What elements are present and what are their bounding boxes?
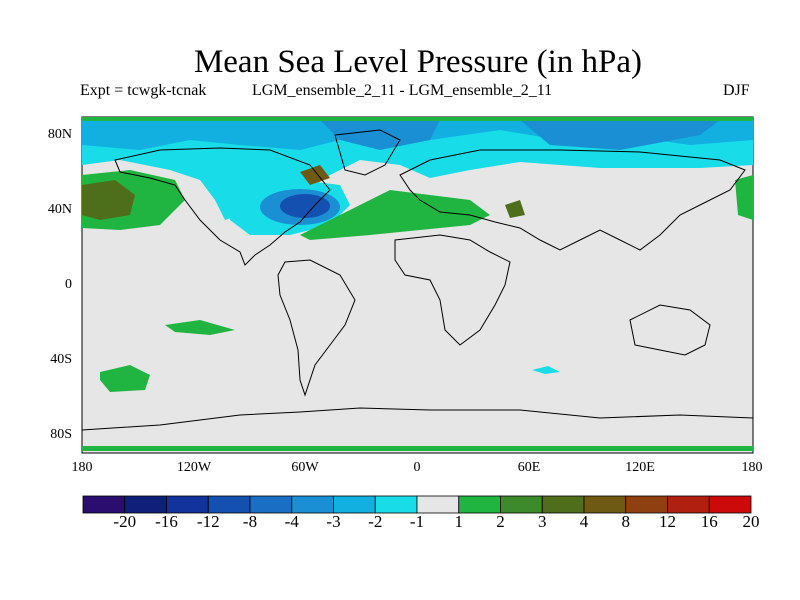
colorbar-label: -16 bbox=[155, 512, 178, 531]
colorbar-label: 4 bbox=[579, 512, 589, 531]
colorbar-label: 20 bbox=[742, 512, 760, 531]
eurasia-outline bbox=[399, 149, 746, 251]
south-pacific-high-1 bbox=[165, 320, 235, 335]
east-pacific-high bbox=[735, 175, 753, 220]
na-low-core bbox=[280, 194, 330, 218]
colorbar-label: -3 bbox=[326, 512, 341, 531]
north-greenland-low bbox=[320, 120, 440, 150]
run-label: LGM_ensemble_2_11 - LGM_ensemble_2_11 bbox=[252, 82, 553, 99]
antarctica-outline bbox=[81, 407, 754, 431]
colorbar-swatch bbox=[500, 495, 543, 514]
south-indian-low bbox=[532, 366, 560, 374]
australia-outline bbox=[629, 304, 711, 356]
colorbar-label: 8 bbox=[621, 512, 631, 531]
colorbar-label: 2 bbox=[496, 512, 505, 531]
lon-tick-120e: 120E bbox=[625, 460, 655, 475]
colorbar-swatch bbox=[416, 495, 460, 514]
colorbar-label: -2 bbox=[368, 512, 383, 531]
colorbar-swatch bbox=[124, 495, 167, 514]
colorbar-swatch bbox=[249, 495, 293, 514]
colorbar-swatch bbox=[583, 495, 627, 514]
colorbar-swatch bbox=[207, 495, 251, 514]
colorbar-label: 16 bbox=[700, 512, 718, 531]
experiment-label: Expt = tcwgk-tcnak bbox=[80, 82, 207, 99]
south-america-outline bbox=[277, 259, 356, 397]
south-pacific-high-2 bbox=[100, 365, 150, 392]
colorbar-label: -1 bbox=[409, 512, 425, 531]
south-edge-strip bbox=[82, 446, 753, 451]
atlantic-high bbox=[300, 190, 490, 240]
colorbar-swatch bbox=[291, 495, 334, 514]
colorbar-label: -8 bbox=[242, 512, 258, 531]
north-america-outline bbox=[114, 147, 331, 266]
lat-tick-80n: 80N bbox=[47, 127, 72, 142]
africa-outline bbox=[394, 234, 511, 346]
lat-tick-0: 0 bbox=[65, 277, 72, 292]
colorbar-swatch bbox=[374, 495, 418, 514]
colorbar-label: -12 bbox=[196, 512, 220, 531]
pacific-high-core bbox=[82, 180, 135, 220]
lat-tick-80s: 80S bbox=[50, 427, 72, 442]
colorbar-swatch bbox=[166, 495, 209, 514]
colorbar-swatch bbox=[708, 495, 752, 514]
lat-tick-40n: 40N bbox=[47, 202, 72, 217]
lon-tick-0: 0 bbox=[413, 460, 421, 475]
lon-tick-120w: 120W bbox=[176, 460, 212, 475]
colorbar-label: 3 bbox=[538, 512, 547, 531]
lon-tick-180e: 180 bbox=[741, 460, 763, 475]
lon-tick-60e: 60E bbox=[517, 460, 541, 475]
colorbar-swatch bbox=[541, 495, 585, 514]
colorbar-swatch bbox=[333, 495, 376, 514]
colorbar-swatch bbox=[82, 495, 126, 514]
colorbar-label: 12 bbox=[659, 512, 676, 531]
lon-tick-180w: 180 bbox=[71, 460, 93, 475]
colorbar-swatch bbox=[625, 495, 668, 514]
colorbar-label: -20 bbox=[113, 512, 137, 531]
colorbar bbox=[82, 495, 752, 514]
map-title: Mean Sea Level Pressure (in hPa) bbox=[193, 44, 643, 80]
lat-tick-40s: 40S bbox=[50, 352, 72, 367]
coastlines bbox=[81, 129, 754, 431]
arabian-high bbox=[505, 200, 525, 218]
season-label: DJF bbox=[723, 82, 750, 99]
colorbar-label: -4 bbox=[284, 512, 299, 531]
colorbar-swatch bbox=[667, 495, 710, 514]
colorbar-label: 1 bbox=[454, 512, 464, 531]
map-frame bbox=[81, 116, 754, 454]
colorbar-swatch bbox=[458, 495, 501, 514]
northeast-low bbox=[520, 120, 720, 150]
greenland-outline bbox=[334, 129, 401, 176]
north-edge-strip bbox=[82, 117, 753, 121]
lon-tick-60w: 60W bbox=[291, 460, 319, 475]
